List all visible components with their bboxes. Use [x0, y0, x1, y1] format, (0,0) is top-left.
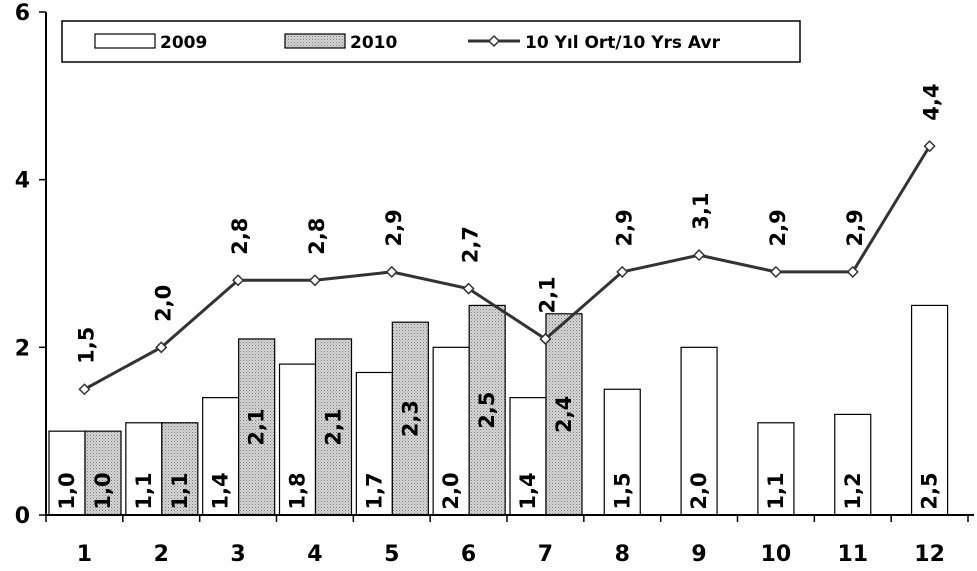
- average-line-layer: [78, 140, 936, 396]
- x-tick-label-7: 7: [538, 542, 553, 567]
- average-marker-month-9: [693, 249, 706, 262]
- label-2010-month-4: 2,1: [322, 408, 346, 445]
- x-tick-label-4: 4: [307, 542, 322, 567]
- legend-label-average: 10 Yıl Ort/10 Yrs Avr: [525, 33, 721, 53]
- average-marker-month-4: [308, 274, 321, 287]
- x-tick-label-11: 11: [837, 542, 868, 567]
- label-2009-month-7: 1,4: [516, 472, 540, 509]
- bar-2009-month-12: [910, 304, 949, 516]
- label-2010-month-3: 2,1: [245, 408, 269, 445]
- label-2010-month-7: 2,4: [552, 396, 576, 433]
- average-marker-month-1: [78, 383, 91, 396]
- average-marker-month-12: [923, 140, 936, 153]
- bar-2010-month-5: [391, 321, 429, 516]
- y-tick-label-4: 4: [15, 169, 30, 194]
- average-marker-month-7: [539, 332, 552, 346]
- label-average-month-5: 2,9: [382, 209, 406, 246]
- label-average-month-3: 2,8: [228, 218, 252, 255]
- average-marker-month-11: [846, 265, 859, 278]
- x-tick-label-2: 2: [154, 542, 169, 567]
- x-tick-label-3: 3: [230, 542, 245, 567]
- x-tick-label-12: 12: [914, 542, 945, 567]
- y-tick-label-0: 0: [15, 504, 30, 529]
- legend-swatch-average-marker: [487, 34, 501, 48]
- average-marker-month-5: [385, 265, 398, 278]
- average-marker-month-2: [155, 341, 168, 354]
- label-average-month-1: 1,5: [74, 327, 98, 364]
- legend-label-2009: 2009: [160, 33, 207, 53]
- x-tick-label-10: 10: [761, 542, 792, 567]
- bar-2010-month-2: [161, 422, 199, 516]
- label-average-month-12: 4,4: [920, 84, 944, 121]
- average-marker-month-10: [769, 265, 782, 278]
- label-2009-month-10: 1,1: [764, 472, 788, 509]
- legend: 2009 2010 10 Yıl Ort/10 Yrs Avr: [61, 20, 801, 63]
- legend-box: [61, 20, 801, 63]
- average-marker-month-6: [462, 282, 475, 295]
- label-2009-month-12: 2,5: [918, 472, 942, 509]
- y-tick-label-2: 2: [15, 336, 30, 361]
- legend-swatch-2010: [284, 33, 346, 49]
- bars-layer: [48, 304, 949, 516]
- data-labels-layer: 1,0 1,0 1,1 1,1 1,4 2,1 1,8 2,1 1,7 2,3 2,0 2,5 1,4 2…: [55, 84, 944, 510]
- label-2010-month-2: 1,1: [168, 472, 192, 509]
- label-average-month-10: 2,9: [766, 209, 790, 246]
- label-2010-month-6: 2,5: [475, 392, 499, 429]
- label-average-month-8: 2,9: [612, 209, 636, 246]
- x-tick-label-9: 9: [691, 542, 706, 567]
- label-average-month-2: 2,0: [151, 285, 175, 322]
- label-2009-month-3: 1,4: [209, 472, 233, 509]
- label-average-month-11: 2,9: [843, 209, 867, 246]
- y-tick-label-6: 6: [15, 1, 30, 26]
- label-2009-month-6: 2,0: [439, 472, 463, 509]
- bar-2009-month-9: [680, 346, 718, 516]
- label-2009-month-11: 1,2: [841, 472, 865, 509]
- x-tick-label-1: 1: [77, 542, 92, 567]
- bar-2009-month-10: [757, 422, 795, 516]
- label-2009-month-2: 1,1: [132, 472, 156, 509]
- x-tick-label-8: 8: [615, 542, 630, 567]
- label-average-month-7: 2,1: [535, 276, 559, 313]
- average-marker-month-8: [616, 265, 629, 278]
- label-2009-month-8: 1,5: [610, 472, 634, 509]
- label-2009-month-4: 1,8: [286, 472, 310, 509]
- label-average-month-9: 3,1: [689, 193, 713, 230]
- label-2009-month-9: 2,0: [687, 472, 711, 509]
- label-2009-month-5: 1,7: [362, 472, 386, 509]
- label-2010-month-5: 2,3: [398, 400, 422, 437]
- bar-2009-month-1: [48, 430, 86, 516]
- bar-2010-month-1: [84, 430, 122, 516]
- x-tick-label-5: 5: [384, 542, 399, 567]
- label-2010-month-1: 1,0: [91, 472, 115, 509]
- average-line: [83, 145, 931, 391]
- label-average-month-6: 2,7: [459, 226, 483, 263]
- bar-2010-month-4: [314, 338, 353, 516]
- legend-swatch-2009: [94, 33, 156, 49]
- x-tick-label-6: 6: [461, 542, 476, 567]
- bar-2009-month-11: [834, 413, 872, 516]
- bar-2010-month-3: [238, 338, 276, 516]
- legend-label-2010: 2010: [350, 33, 397, 53]
- label-2009-month-1: 1,0: [55, 472, 79, 509]
- average-marker-month-3: [232, 274, 245, 287]
- label-average-month-4: 2,8: [305, 218, 329, 255]
- bar-2010-month-7: [545, 313, 583, 516]
- bar-2010-month-6: [468, 304, 506, 516]
